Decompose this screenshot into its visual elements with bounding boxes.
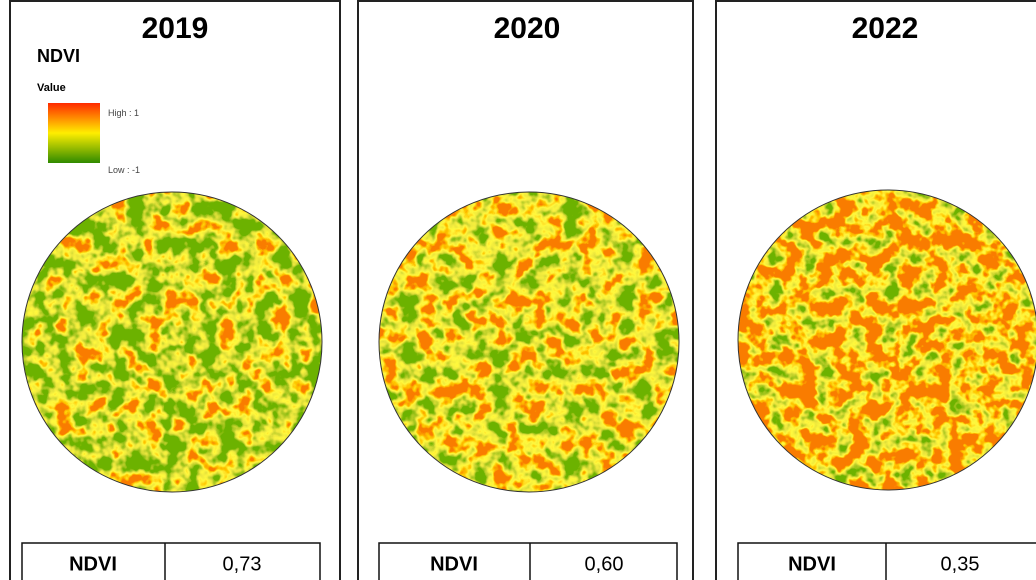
table-value: 0,60 bbox=[585, 553, 624, 575]
table-label: NDVI bbox=[430, 553, 478, 575]
panel-title: 2022 bbox=[852, 12, 919, 45]
legend-gradient bbox=[48, 103, 100, 163]
ndvi-map bbox=[738, 190, 1036, 490]
ndvi-raster bbox=[379, 192, 679, 492]
panel-title: 2019 bbox=[142, 12, 209, 45]
panel-title: 2020 bbox=[494, 12, 561, 45]
ndvi-raster bbox=[738, 190, 1036, 490]
table-value: 0,35 bbox=[941, 553, 980, 575]
table-border bbox=[22, 543, 320, 580]
table-value: 0,73 bbox=[223, 553, 262, 575]
legend-subtitle: Value bbox=[37, 82, 66, 94]
table-label: NDVI bbox=[788, 553, 836, 575]
ndvi-map bbox=[379, 192, 679, 492]
table-border bbox=[379, 543, 677, 580]
page: 2019 2020 2022 NDVI Value High : 1 Low :… bbox=[0, 0, 1036, 580]
legend-title: NDVI bbox=[37, 46, 80, 66]
table-label: NDVI bbox=[69, 553, 117, 575]
figure: 2019 2020 2022 NDVI Value High : 1 Low :… bbox=[0, 0, 1036, 580]
ndvi-map bbox=[22, 192, 322, 492]
legend-high: High : 1 bbox=[108, 108, 139, 118]
table-border bbox=[738, 543, 1036, 580]
ndvi-raster bbox=[22, 192, 322, 492]
legend-low: Low : -1 bbox=[108, 165, 140, 175]
tables bbox=[22, 543, 1036, 580]
